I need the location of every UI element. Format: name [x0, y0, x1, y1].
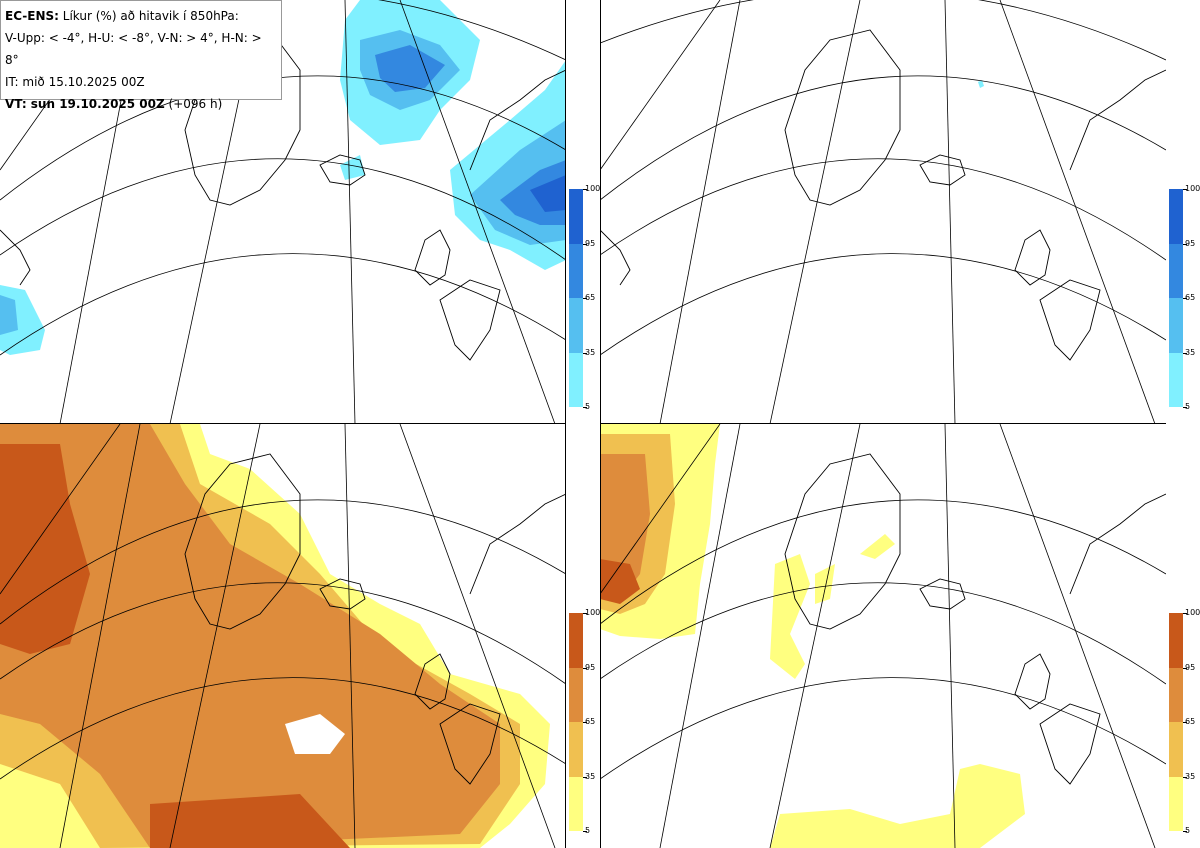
- colorbar-tick: [583, 189, 587, 190]
- panel-divider-vertical-right: [600, 0, 601, 848]
- colorbar-segment: [1169, 189, 1183, 244]
- colorbar-bottom-left: 100 95 65 35 5: [569, 609, 600, 835]
- panel-divider-horizontal-left: [0, 423, 566, 424]
- colorbar-tick: [583, 667, 587, 669]
- colorbar-segment: [1169, 776, 1183, 831]
- map-panel-top-right: [600, 0, 1166, 424]
- panel-divider-horizontal-right: [600, 423, 1166, 424]
- colorbar-label: 95: [585, 662, 596, 672]
- colorbar-label: 65: [1185, 293, 1196, 302]
- colorbar-label: 65: [585, 717, 596, 726]
- colorbar-label: 95: [1185, 238, 1196, 248]
- colorbar-tick: [1183, 613, 1187, 614]
- legend-line-2: V-Upp: < -4°, H-U: < -8°, V-N: > 4°, H-N…: [5, 31, 262, 67]
- colorbar-tick: [1183, 722, 1187, 723]
- colorbar-tick: [1183, 189, 1187, 190]
- colorbar-segment: [569, 667, 583, 722]
- colorbar-label: 5: [585, 826, 591, 835]
- colorbar-label: 35: [1185, 771, 1196, 781]
- colorbar-segment: [1169, 613, 1183, 668]
- map-panel-bottom-right: [600, 424, 1166, 848]
- colorbar-tick: [583, 722, 587, 723]
- colorbar-segment: [1169, 352, 1183, 407]
- colorbar-tick: [1183, 243, 1187, 245]
- colorbar-segment: [1169, 667, 1183, 722]
- colorbar-tick: [583, 243, 587, 245]
- colorbar-tick: [583, 407, 587, 408]
- map-panel-bottom-left: [0, 424, 566, 848]
- colorbar-segment: [1169, 298, 1183, 353]
- colorbar-segment: [1169, 243, 1183, 298]
- colorbar-segment: [569, 298, 583, 353]
- colorbar-tick: [1183, 352, 1187, 354]
- colorbar-label: 65: [585, 293, 596, 302]
- colorbar-label: 5: [1185, 826, 1191, 835]
- colorbar-label: 100: [585, 184, 601, 193]
- colorbar-segment: [1169, 722, 1183, 777]
- colorbar-segment: [569, 352, 583, 407]
- colorbar-segment: [569, 189, 583, 244]
- colorbar-label: 35: [1185, 347, 1196, 357]
- legend-line-1: EC-ENS: Líkur (%) að hitavik í 850hPa:: [5, 9, 239, 23]
- colorbar-label: 100: [1185, 608, 1200, 617]
- colorbar-label: 5: [1185, 402, 1191, 411]
- colorbar-segment: [569, 613, 583, 668]
- colorbar-top-right: 100 95 65 35 5: [1169, 185, 1200, 411]
- colorbar-tick: [583, 831, 587, 832]
- colorbar-tick: [1183, 776, 1187, 778]
- colorbar-segment: [569, 776, 583, 831]
- colorbar-top-left: 100 95 65 35 5: [569, 185, 600, 411]
- colorbar-bottom-right: 100 95 65 35 5: [1169, 609, 1200, 835]
- colorbar-label: 100: [1185, 184, 1200, 193]
- colorbar-label: 35: [585, 771, 596, 781]
- colorbar-label: 100: [585, 608, 601, 617]
- colorbar-tick: [1183, 831, 1187, 832]
- colorbar-tick: [583, 352, 587, 354]
- colorbar-segment: [569, 243, 583, 298]
- colorbar-label: 65: [1185, 717, 1196, 726]
- colorbar-label: 35: [585, 347, 596, 357]
- colorbar-tick: [1183, 298, 1187, 299]
- colorbar-segment: [569, 722, 583, 777]
- colorbar-tick: [1183, 667, 1187, 669]
- panel-divider-vertical-left: [565, 0, 566, 848]
- colorbar-tick: [583, 776, 587, 778]
- legend-line-3: IT: mið 15.10.2025 00Z: [5, 75, 145, 89]
- legend-box: EC-ENS: Líkur (%) að hitavik í 850hPa: V…: [0, 0, 282, 111]
- probability-hole: [285, 714, 345, 754]
- colorbar-tick: [583, 298, 587, 299]
- colorbar-label: 95: [1185, 662, 1196, 672]
- legend-line-4: VT: sun 19.10.2025 00Z (+096 h): [5, 97, 223, 111]
- colorbar-label: 5: [585, 402, 591, 411]
- colorbar-label: 95: [585, 238, 596, 248]
- colorbar-tick: [583, 613, 587, 614]
- colorbar-tick: [1183, 407, 1187, 408]
